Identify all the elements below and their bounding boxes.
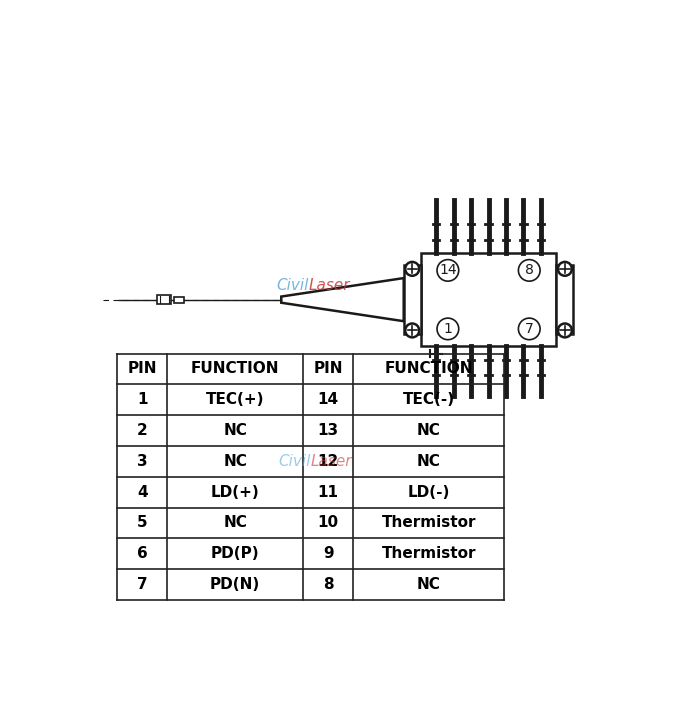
Text: 8: 8 [525,264,533,277]
Text: NC: NC [223,515,247,531]
Text: NC: NC [417,423,441,438]
Bar [556,265,573,334]
Text: 5: 5 [136,515,148,531]
Circle shape [519,260,540,281]
Text: FUNCTION: FUNCTION [384,362,473,377]
Text: NC: NC [223,454,247,469]
Text: Laser: Laser [311,454,352,469]
Circle shape [405,324,419,338]
Circle shape [437,260,459,281]
Circle shape [405,262,419,276]
Text: FUNCTION: FUNCTION [191,362,279,377]
Text: 9: 9 [323,546,333,561]
Polygon shape [281,278,404,321]
Text: 12: 12 [318,454,339,469]
Text: PIN: PIN [314,362,343,377]
Circle shape [519,318,540,340]
Bar [158,295,172,304]
Text: LD(-): LD(-) [407,485,450,499]
Text: 7: 7 [525,322,533,336]
Text: PD(P): PD(P) [211,546,260,561]
Circle shape [437,318,459,340]
Text: Laser: Laser [309,278,350,293]
Text: 3: 3 [136,454,148,469]
Text: 1: 1 [443,322,452,336]
Circle shape [558,324,572,338]
Text: NC: NC [417,577,441,592]
Text: 14: 14 [439,264,456,277]
Text: 10: 10 [318,515,339,531]
Bar [174,296,183,303]
Text: Civil: Civil [279,454,311,469]
Text: Civil: Civil [276,278,309,293]
Circle shape [558,262,572,276]
Text: NC: NC [417,454,441,469]
Text: LD(+): LD(+) [211,485,260,499]
Text: Thermistor: Thermistor [382,546,476,561]
Text: 4: 4 [136,485,148,499]
Text: Thermistor: Thermistor [382,515,476,531]
Text: TEC(-): TEC(-) [402,392,455,407]
Text: 1: 1 [137,392,148,407]
Text: PIN: PIN [127,362,157,377]
Text: PD(N): PD(N) [210,577,260,592]
Text: 11: 11 [318,485,339,499]
Text: NC: NC [223,423,247,438]
Bar [404,265,421,334]
Bar [421,253,556,346]
Text: 14: 14 [318,392,339,407]
Text: 8: 8 [323,577,333,592]
Text: TEC(+): TEC(+) [206,392,265,407]
Text: 13: 13 [318,423,339,438]
Text: 6: 6 [136,546,148,561]
Text: 2: 2 [136,423,148,438]
Text: 7: 7 [136,577,148,592]
